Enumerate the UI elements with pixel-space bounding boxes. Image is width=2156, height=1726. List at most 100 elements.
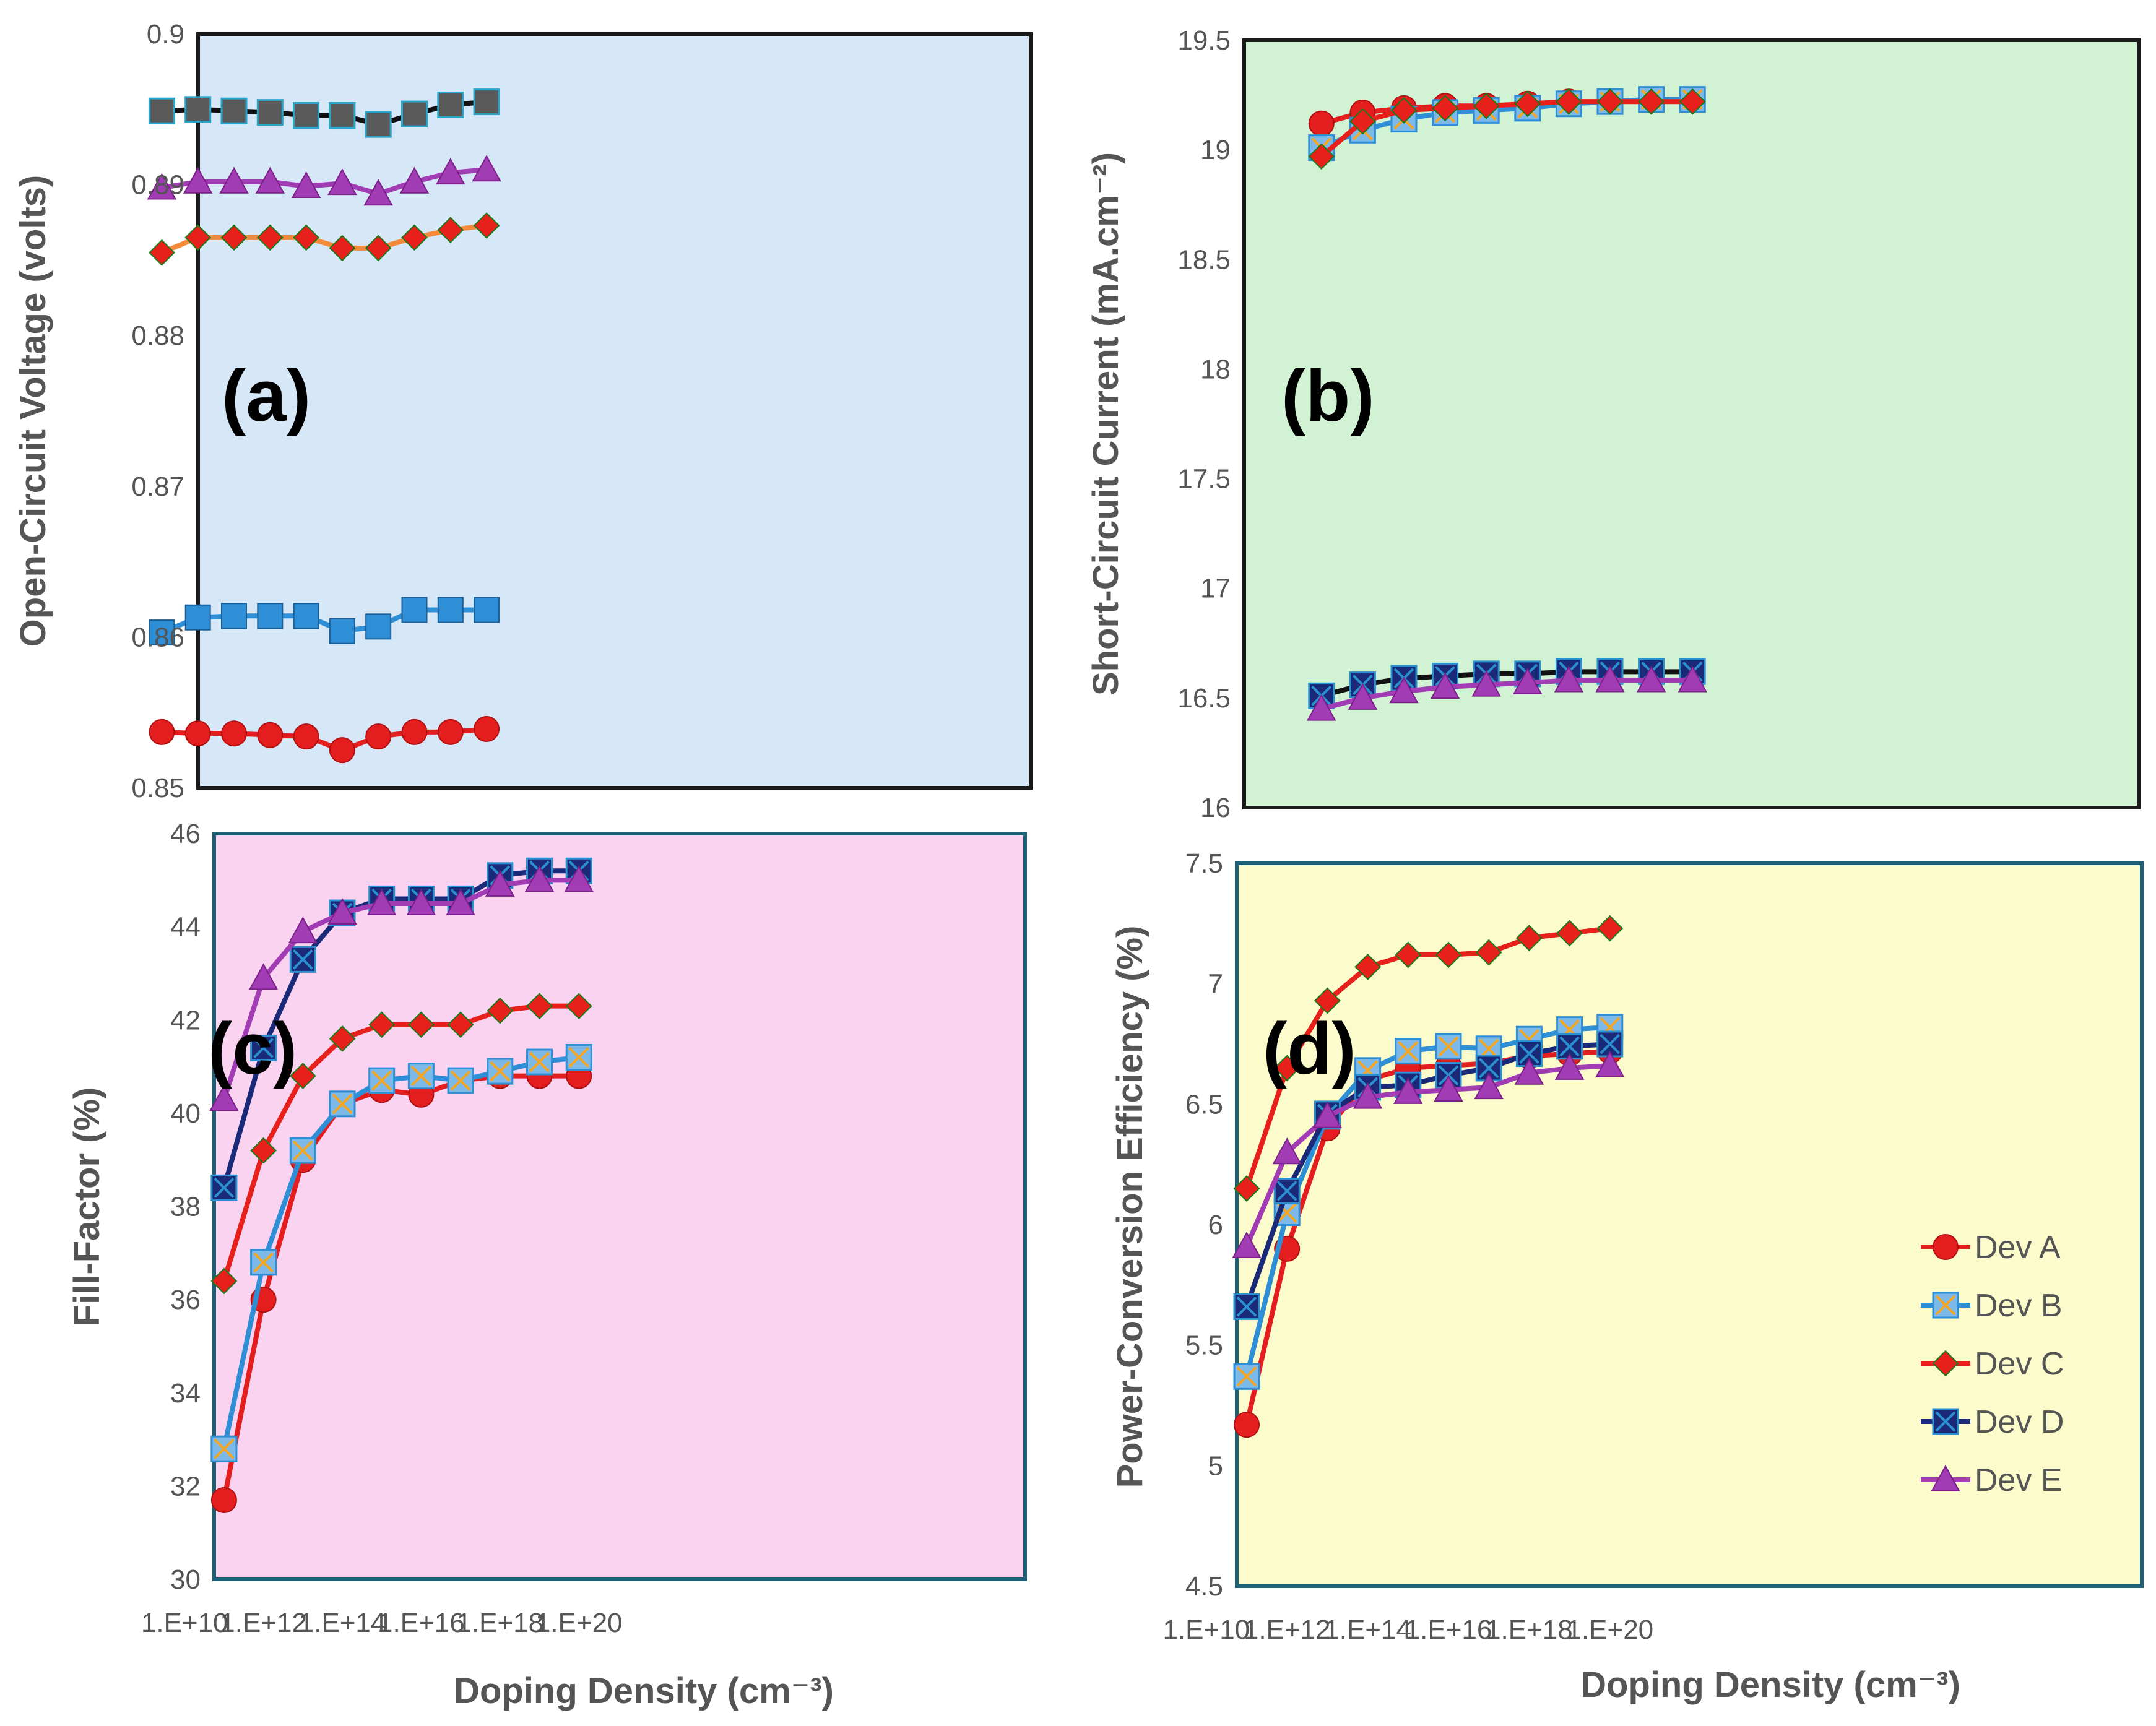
y-tick-label: 38 xyxy=(170,1192,201,1222)
data-point-dev-e xyxy=(209,1084,239,1111)
data-point-dev-b xyxy=(565,1044,592,1071)
data-point-dev-a xyxy=(293,723,319,750)
series-line-dev-a xyxy=(1244,1048,1611,1426)
data-point-dev-e xyxy=(1232,1231,1262,1259)
data-point-dev-e xyxy=(1513,667,1543,695)
panel-label-b: (b) xyxy=(1281,355,1375,437)
series-line-dev-c xyxy=(160,223,487,255)
data-point-dev-e xyxy=(1353,1082,1383,1109)
data-point-dev-b xyxy=(257,603,284,629)
data-point-dev-e xyxy=(147,173,177,200)
data-point-dev-b xyxy=(221,603,247,629)
data-point-dev-e xyxy=(1393,1077,1423,1104)
data-point-dev-d xyxy=(148,97,175,124)
data-point-dev-c xyxy=(1395,941,1422,969)
legend-swatch-marker xyxy=(1932,1408,1959,1435)
legend-label: Dev B xyxy=(1975,1288,2063,1324)
data-point-dev-c xyxy=(256,224,284,251)
x-axis-title-c: Doping Density (cm⁻³) xyxy=(454,1671,834,1711)
data-point-dev-e xyxy=(291,171,321,199)
legend-item-dev-d: Dev D xyxy=(1921,1404,2064,1440)
data-point-dev-b xyxy=(293,603,319,629)
y-tick-label: 5 xyxy=(1208,1451,1223,1481)
data-point-dev-c xyxy=(1233,1175,1260,1202)
y-tick-label: 0.87 xyxy=(131,472,184,502)
x-ticks-d: 1.E+101.E+121.E+141.E+161.E+181.E+20 xyxy=(1162,1615,1653,1645)
data-point-dev-c xyxy=(1432,95,1459,122)
data-point-dev-b xyxy=(1435,1033,1462,1060)
legend-label: Dev C xyxy=(1975,1346,2064,1382)
data-point-dev-c xyxy=(1638,88,1665,115)
y-tick-label: 0.85 xyxy=(131,773,184,803)
data-point-dev-b xyxy=(437,597,464,623)
data-point-dev-e xyxy=(399,166,430,194)
x-tick-label: 1.E+16 xyxy=(378,1608,465,1638)
data-point-dev-c xyxy=(365,235,392,262)
data-point-dev-d xyxy=(220,97,248,124)
data-point-dev-c xyxy=(1473,92,1500,119)
y-axis-title-b: Short-Circuit Current (mA.cm⁻²) xyxy=(1086,152,1126,696)
legend-label: Dev A xyxy=(1975,1230,2061,1266)
data-point-dev-c xyxy=(487,997,514,1024)
series-line-dev-d xyxy=(222,868,579,1189)
y-tick-label: 40 xyxy=(170,1098,201,1129)
x-tick-label: 1.E+12 xyxy=(220,1608,307,1638)
data-point-dev-c xyxy=(1354,953,1382,980)
x-tick-label: 1.E+10 xyxy=(1162,1615,1250,1645)
series-line-dev-e xyxy=(222,878,579,1100)
data-point-dev-a xyxy=(437,718,464,745)
y-tick-label: 30 xyxy=(170,1564,201,1595)
x-tick-label: 1.E+12 xyxy=(1244,1615,1331,1645)
y-tick-label: 32 xyxy=(170,1471,201,1501)
data-point-dev-c xyxy=(1308,143,1335,170)
series-line-dev-d xyxy=(1320,669,1693,699)
data-point-dev-c xyxy=(289,1063,316,1090)
data-point-dev-b xyxy=(184,604,211,631)
y-tick-label: 6.5 xyxy=(1185,1089,1223,1120)
data-point-dev-c xyxy=(1596,88,1624,115)
legend-label: Dev D xyxy=(1975,1404,2064,1440)
legend: Dev A Dev B Dev C Dev D Dev E xyxy=(1921,1230,2064,1498)
y-tick-label: 16.5 xyxy=(1177,683,1231,714)
y-axis-title-a: Open-Circuit Voltage (volts) xyxy=(13,175,53,647)
y-tick-label: 0.89 xyxy=(131,170,184,201)
series-d xyxy=(1232,915,1625,1438)
data-point-dev-c xyxy=(250,1137,277,1164)
data-point-dev-c xyxy=(148,239,175,266)
data-point-dev-a xyxy=(474,715,500,742)
y-tick-label: 17.5 xyxy=(1177,464,1231,494)
data-point-dev-d xyxy=(293,102,320,129)
x-tick-label: 1.E+14 xyxy=(299,1608,386,1638)
data-point-dev-e xyxy=(219,166,249,194)
data-point-dev-d xyxy=(250,1034,277,1061)
data-point-dev-a xyxy=(221,720,247,747)
data-point-dev-d xyxy=(184,96,212,123)
y-ticks-b: 16 16.5 17 17.5 18 18.5 19 19.5 xyxy=(1177,25,1231,823)
legend-item-dev-e: Dev E xyxy=(1921,1462,2063,1498)
data-point-dev-c xyxy=(329,1025,356,1052)
data-point-dev-e xyxy=(1312,1101,1343,1128)
y-tick-label: 46 xyxy=(170,819,201,849)
data-point-dev-d xyxy=(289,946,316,973)
x-tick-label: 1.E+16 xyxy=(1405,1615,1492,1645)
data-point-dev-e xyxy=(1678,665,1707,693)
series-line-dev-e xyxy=(1320,678,1693,712)
data-point-dev-c xyxy=(1596,915,1624,942)
data-point-dev-b xyxy=(1233,1363,1260,1390)
data-point-dev-b xyxy=(487,1058,514,1085)
data-point-dev-e xyxy=(1636,665,1666,693)
panel-label-c: (c) xyxy=(208,1008,297,1090)
series-line-dev-c xyxy=(1244,926,1611,1189)
data-point-dev-b xyxy=(1395,1038,1422,1065)
series-line-dev-e xyxy=(1244,1063,1611,1248)
data-point-dev-b xyxy=(447,1067,474,1094)
data-point-dev-e xyxy=(406,888,436,915)
legend-item-dev-b: Dev B xyxy=(1921,1288,2063,1324)
x-tick-label: 1.E+20 xyxy=(1566,1615,1653,1645)
data-point-dev-c xyxy=(1556,920,1583,947)
legend-swatch-marker xyxy=(1932,1292,1959,1319)
data-point-dev-e xyxy=(1348,683,1378,710)
data-point-dev-e xyxy=(327,168,357,196)
data-point-dev-c xyxy=(1435,941,1462,969)
